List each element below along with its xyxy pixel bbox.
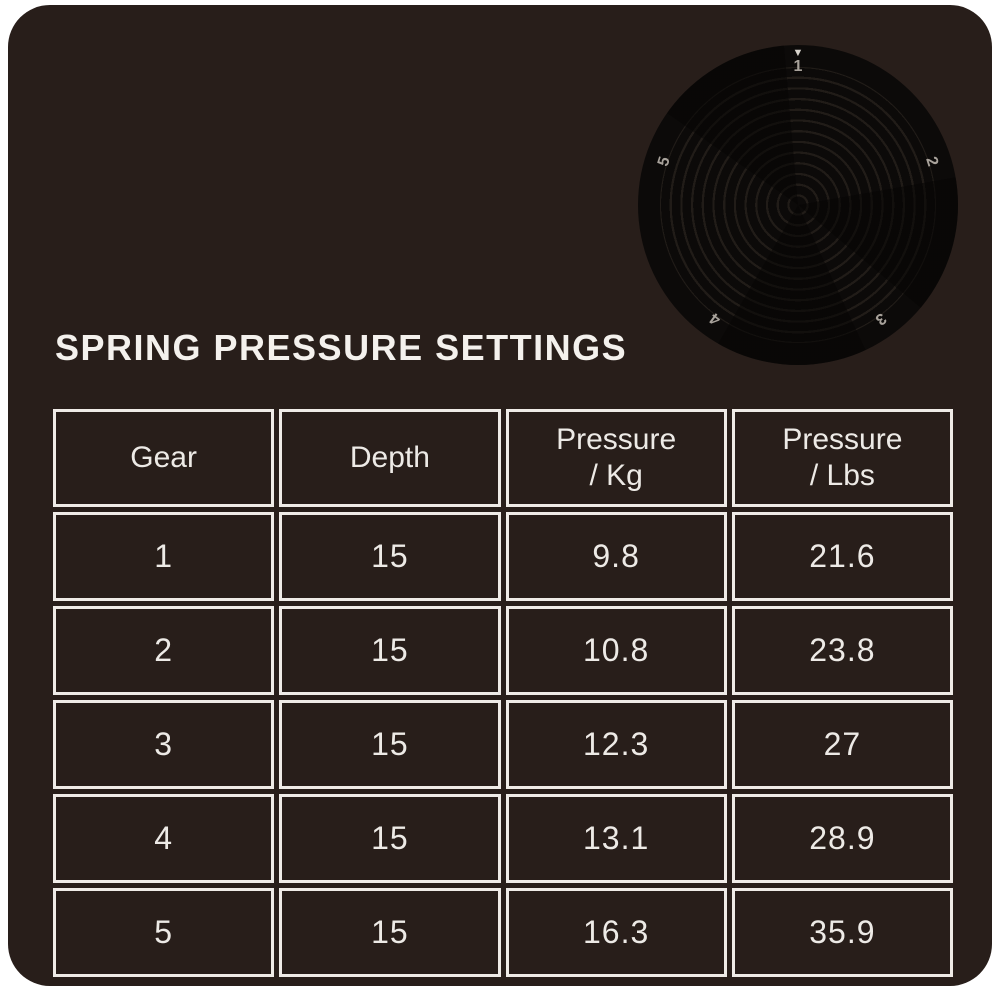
cell-depth: 15 (279, 700, 501, 789)
col-header-depth: Depth (279, 409, 501, 507)
table-row: 4 15 13.1 28.9 (53, 794, 953, 883)
dial-shading (638, 45, 958, 365)
cell-depth: 15 (279, 512, 501, 601)
infographic-card: ▼ 1 2 3 4 5 SPRING PRESSURE SETTINGS (8, 5, 992, 986)
cell-pressure-lbs: 28.9 (731, 794, 953, 883)
pressure-settings-table: Gear Depth Pressure / Kg Pressure / Lbs (48, 404, 958, 982)
cell-pressure-kg: 12.3 (505, 700, 727, 789)
cell-gear: 5 (53, 888, 275, 977)
table-row: 3 15 12.3 27 (53, 700, 953, 789)
table-row: 5 15 16.3 35.9 (53, 888, 953, 977)
dial-pointer-wrap: ▼ (638, 45, 958, 365)
table-header-row: Gear Depth Pressure / Kg Pressure / Lbs (53, 409, 953, 507)
page-title: SPRING PRESSURE SETTINGS (55, 327, 628, 368)
cell-pressure-kg: 9.8 (505, 512, 727, 601)
cell-pressure-kg: 16.3 (505, 888, 727, 977)
col-header-gear-label: Gear (130, 441, 197, 474)
cell-pressure-kg: 13.1 (505, 794, 727, 883)
cell-pressure-lbs: 35.9 (731, 888, 953, 977)
cell-gear: 2 (53, 606, 275, 695)
gear-dial: ▼ 1 2 3 4 5 (638, 45, 958, 365)
col-header-pressure-kg: Pressure / Kg (505, 409, 727, 507)
col-header-gear: Gear (53, 409, 275, 507)
cell-depth: 15 (279, 606, 501, 695)
dial-pointer-icon: ▼ (792, 47, 804, 59)
cell-gear: 4 (53, 794, 275, 883)
dial-label-1: 1 (793, 58, 803, 75)
col-header-pressure-lbs-label: Pressure (782, 423, 903, 456)
col-header-pressure-kg-label: Pressure (556, 423, 677, 456)
cell-depth: 15 (279, 888, 501, 977)
cell-pressure-lbs: 27 (731, 700, 953, 789)
cell-pressure-kg: 10.8 (505, 606, 727, 695)
cell-pressure-lbs: 23.8 (731, 606, 953, 695)
dial-position-1: 1 (638, 45, 958, 365)
col-header-depth-label: Depth (349, 441, 430, 474)
dial-label-5: 5 (654, 154, 674, 169)
cell-pressure-lbs: 21.6 (731, 512, 953, 601)
table-row: 1 15 9.8 21.6 (53, 512, 953, 601)
cell-depth: 15 (279, 794, 501, 883)
cell-gear: 1 (53, 512, 275, 601)
cell-gear: 3 (53, 700, 275, 789)
col-header-pressure-lbs: Pressure / Lbs (731, 409, 953, 507)
table-row: 2 15 10.8 23.8 (53, 606, 953, 695)
